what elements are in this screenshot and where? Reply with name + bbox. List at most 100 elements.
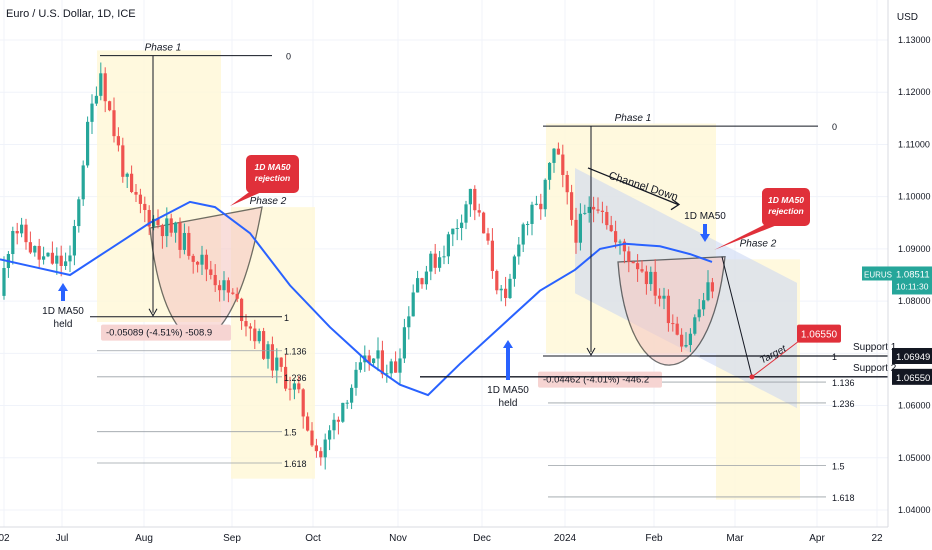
candle-body — [138, 194, 142, 204]
candle-body — [33, 245, 37, 253]
candle-body — [398, 358, 402, 373]
candle-body — [94, 95, 98, 104]
price-tick-label: 1.11000 — [898, 139, 930, 149]
candle-body — [99, 73, 103, 96]
candle-body — [517, 244, 521, 257]
measure-right-bg — [538, 371, 662, 388]
candle-body — [693, 317, 697, 334]
candle-body — [702, 300, 706, 310]
fib-left-level-label: 1.5 — [284, 428, 297, 438]
phase2-left-label: Phase 2 — [250, 196, 287, 207]
countdown-value: 10:11:30 — [896, 281, 929, 291]
candle-body — [306, 416, 310, 431]
measure-left-arrowhead — [148, 308, 158, 317]
candle-body — [15, 230, 19, 234]
candle-body — [556, 148, 560, 155]
candle-body — [565, 174, 569, 193]
candle-body — [429, 253, 433, 272]
candle-body — [64, 261, 68, 266]
candle-body — [143, 203, 147, 210]
candle-body — [526, 223, 530, 225]
candle-body — [191, 255, 195, 262]
candle-body — [2, 267, 6, 296]
phase2-right-label: Phase 2 — [740, 238, 777, 249]
candle-body — [169, 218, 173, 233]
ma-held-2-line2: held — [499, 398, 518, 409]
ma-rejection-2-text: rejection — [768, 206, 803, 216]
price-tick-label: 1.08000 — [898, 296, 931, 306]
candle-body — [336, 419, 340, 422]
candle-body — [539, 203, 543, 210]
candle-body — [561, 154, 565, 175]
candle-body — [640, 269, 644, 272]
candle-body — [380, 350, 384, 375]
fib-left-level-label: 1.236 — [284, 373, 307, 383]
ma-held-arrow — [58, 283, 68, 301]
candle-body — [354, 369, 358, 388]
ma50-pointer-arrow — [700, 224, 710, 242]
candle-body — [442, 256, 446, 258]
fib-right-level-label: 1.618 — [832, 493, 855, 503]
ma-held-1-line1: 1D MA50 — [42, 306, 84, 317]
fib-left-level-label: 1.136 — [284, 347, 307, 357]
candle-body — [235, 293, 239, 299]
fib-left-level-label: 0 — [286, 52, 291, 62]
candle-body — [411, 292, 415, 317]
candle-body — [121, 145, 125, 177]
fib-right-level-label: 1 — [832, 352, 837, 362]
candle-body — [534, 203, 538, 205]
candle-body — [416, 278, 420, 293]
candle-body — [438, 257, 442, 268]
measure-left-label: -0.05089 (-4.51%) -508.9 — [106, 328, 212, 339]
candle-body — [662, 295, 666, 299]
candle-body — [262, 331, 266, 359]
target-tag-bg — [797, 324, 841, 343]
candle-body — [451, 228, 455, 235]
candle-body — [688, 333, 692, 346]
candle-body — [671, 323, 675, 325]
channel-arrowhead — [670, 198, 681, 211]
time-tick-label: 22 — [871, 533, 883, 544]
ma-rejection-1-text: 1D MA50 — [255, 162, 291, 172]
candle-body — [473, 188, 477, 211]
candle-body — [270, 344, 274, 371]
ma-held-arrow — [503, 340, 513, 358]
candle-body — [710, 282, 714, 292]
candle-body — [490, 240, 494, 272]
candle-body — [495, 271, 499, 291]
time-tick-label: Nov — [389, 533, 407, 544]
candle-body — [543, 179, 547, 210]
candle-body — [600, 210, 604, 212]
fib-right-level-label: 1.236 — [832, 399, 855, 409]
phase1-right-label: Phase 1 — [615, 113, 652, 124]
candle-body — [116, 136, 120, 146]
candle-body — [394, 361, 398, 373]
candle-body — [649, 271, 653, 285]
candle-body — [72, 226, 76, 256]
candle-body — [28, 242, 32, 253]
candle-body — [77, 199, 81, 227]
time-tick-label: Sep — [223, 533, 241, 544]
candle-body — [596, 209, 600, 211]
candle-body — [24, 224, 28, 243]
candle-body — [46, 252, 50, 257]
candle-body — [666, 295, 670, 324]
support-2-label: Support 2 — [853, 363, 897, 374]
candle-body — [482, 212, 486, 234]
ma-rejection-1-bg — [246, 155, 299, 193]
candle-body — [376, 350, 380, 359]
candle-body — [244, 321, 248, 327]
candle-body — [112, 110, 116, 137]
candle-body — [222, 280, 226, 291]
support-2-tag: 1.06550 — [896, 373, 930, 384]
chart-title: Euro / U.S. Dollar, 1D, ICE — [6, 8, 136, 20]
price-tag-bg — [892, 266, 932, 295]
candle-body — [55, 255, 59, 264]
candle-body — [367, 355, 371, 364]
candle-body — [512, 256, 516, 279]
candle-body — [297, 383, 301, 390]
measure-left-bg — [101, 324, 231, 341]
candle-body — [552, 148, 556, 163]
